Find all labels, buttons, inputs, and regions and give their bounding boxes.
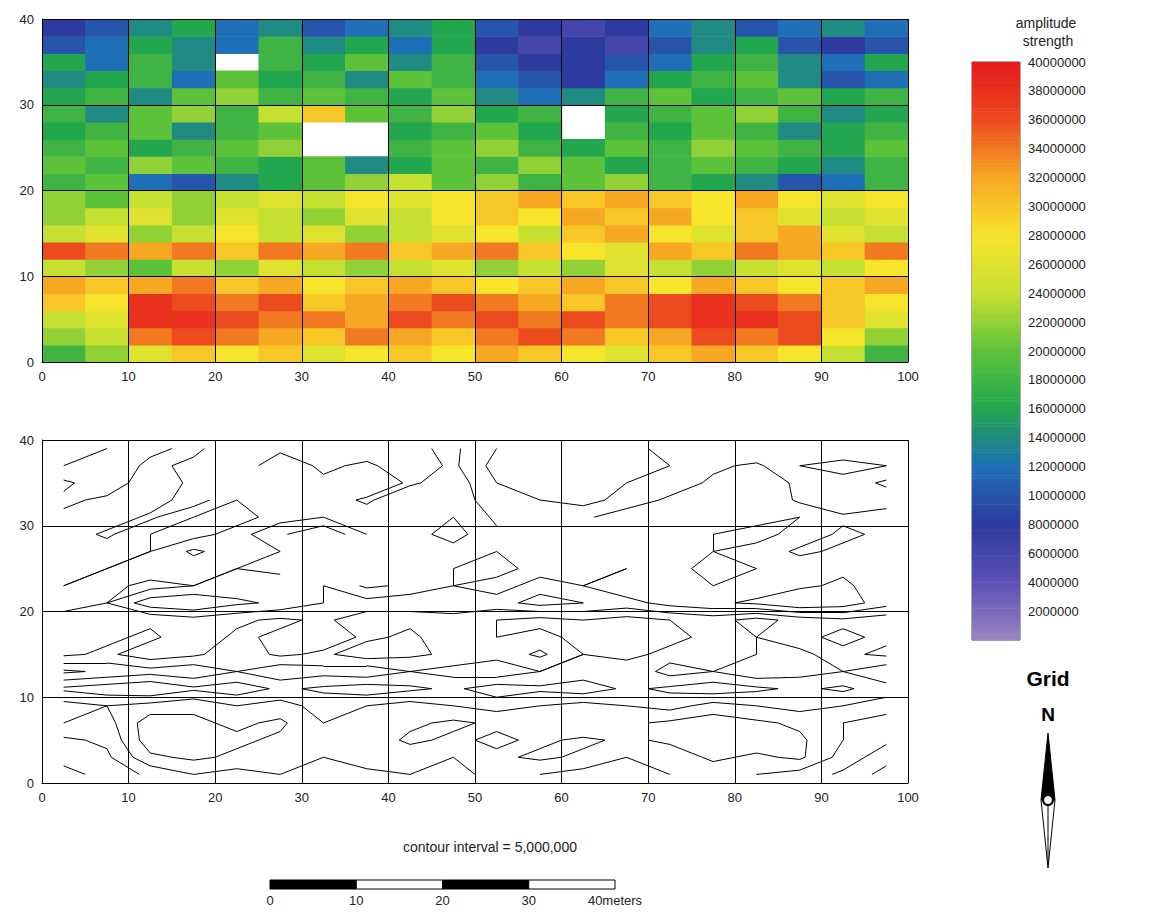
- svg-text:0: 0: [266, 893, 273, 908]
- svg-text:60: 60: [554, 369, 568, 384]
- svg-text:16000000: 16000000: [1028, 401, 1086, 416]
- svg-text:30000000: 30000000: [1028, 199, 1086, 214]
- svg-text:20: 20: [20, 604, 34, 619]
- svg-text:36000000: 36000000: [1028, 112, 1086, 127]
- svg-text:70: 70: [641, 790, 655, 805]
- svg-text:32000000: 32000000: [1028, 170, 1086, 185]
- svg-text:24000000: 24000000: [1028, 286, 1086, 301]
- svg-text:contour interval = 5,000,000: contour interval = 5,000,000: [403, 839, 577, 855]
- svg-text:40000000: 40000000: [1028, 55, 1086, 70]
- svg-text:12000000: 12000000: [1028, 459, 1086, 474]
- svg-text:2000000: 2000000: [1028, 604, 1079, 619]
- svg-text:34000000: 34000000: [1028, 141, 1086, 156]
- svg-text:22000000: 22000000: [1028, 315, 1086, 330]
- svg-text:strength: strength: [1023, 33, 1074, 49]
- svg-text:50: 50: [468, 790, 482, 805]
- svg-text:30: 30: [295, 369, 309, 384]
- svg-text:0: 0: [38, 790, 45, 805]
- svg-text:0: 0: [38, 369, 45, 384]
- svg-text:28000000: 28000000: [1028, 228, 1086, 243]
- svg-text:70: 70: [641, 369, 655, 384]
- svg-text:20: 20: [20, 183, 34, 198]
- svg-text:Grid: Grid: [1026, 667, 1069, 690]
- svg-text:30: 30: [20, 97, 34, 112]
- svg-text:amplitude: amplitude: [1016, 15, 1081, 31]
- svg-text:30: 30: [522, 893, 536, 908]
- svg-text:80: 80: [728, 790, 742, 805]
- svg-text:80: 80: [728, 369, 742, 384]
- svg-text:20: 20: [435, 893, 449, 908]
- svg-text:20: 20: [208, 790, 222, 805]
- svg-text:N: N: [1041, 704, 1055, 725]
- svg-text:100: 100: [897, 790, 919, 805]
- svg-text:40: 40: [20, 12, 34, 27]
- svg-text:20: 20: [208, 369, 222, 384]
- svg-text:0: 0: [27, 355, 34, 370]
- svg-text:8000000: 8000000: [1028, 517, 1079, 532]
- svg-text:18000000: 18000000: [1028, 372, 1086, 387]
- svg-text:10: 10: [121, 790, 135, 805]
- svg-text:0: 0: [27, 776, 34, 791]
- svg-text:10000000: 10000000: [1028, 488, 1086, 503]
- svg-text:4000000: 4000000: [1028, 575, 1079, 590]
- svg-text:38000000: 38000000: [1028, 83, 1086, 98]
- svg-text:40: 40: [381, 790, 395, 805]
- svg-text:60: 60: [554, 790, 568, 805]
- svg-text:26000000: 26000000: [1028, 257, 1086, 272]
- svg-text:10: 10: [20, 269, 34, 284]
- svg-text:10: 10: [20, 690, 34, 705]
- svg-text:100: 100: [897, 369, 919, 384]
- svg-text:10: 10: [121, 369, 135, 384]
- svg-text:10: 10: [349, 893, 363, 908]
- svg-text:40meters: 40meters: [588, 893, 643, 908]
- svg-text:30: 30: [295, 790, 309, 805]
- svg-text:40: 40: [20, 433, 34, 448]
- svg-text:50: 50: [468, 369, 482, 384]
- svg-text:20000000: 20000000: [1028, 344, 1086, 359]
- svg-text:40: 40: [381, 369, 395, 384]
- svg-text:90: 90: [814, 790, 828, 805]
- svg-text:90: 90: [814, 369, 828, 384]
- svg-text:30: 30: [20, 518, 34, 533]
- svg-text:14000000: 14000000: [1028, 430, 1086, 445]
- svg-text:6000000: 6000000: [1028, 546, 1079, 561]
